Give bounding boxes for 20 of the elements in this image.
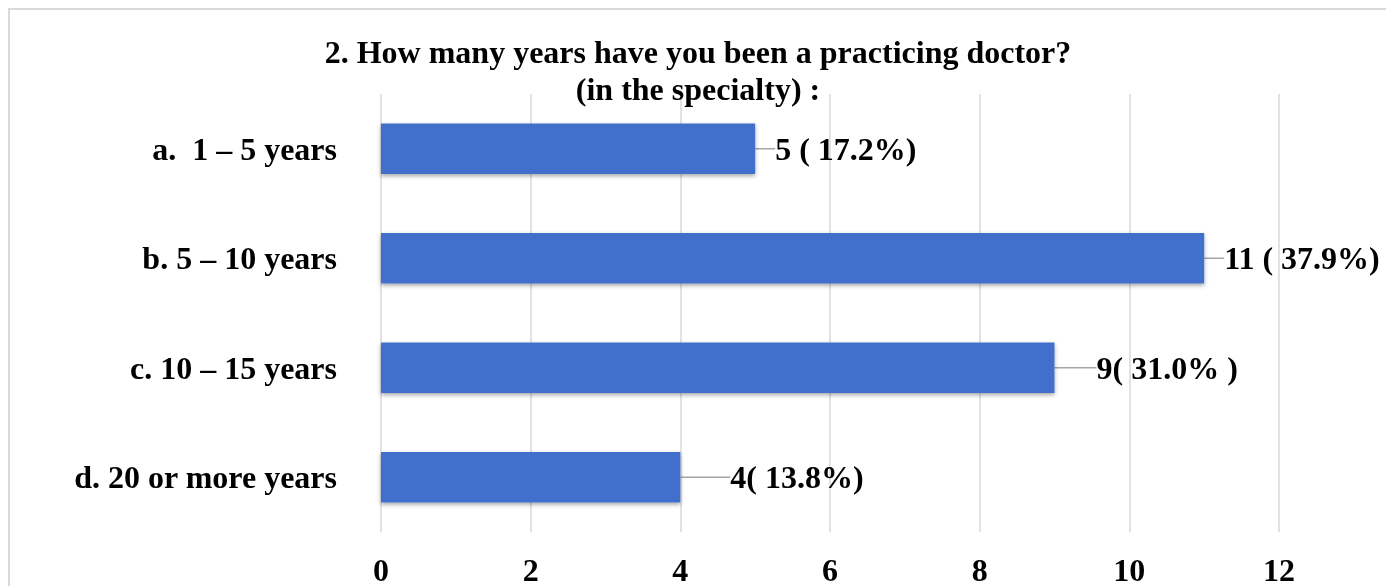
x-tick-label: 6 (822, 552, 838, 586)
x-tick-label: 0 (373, 552, 389, 586)
x-tick-label: 2 (522, 552, 539, 586)
bar (381, 452, 681, 503)
data-label: 11 ( 37.9%) (1224, 240, 1380, 277)
y-tick-label: c. 10 – 15 years (129, 349, 337, 386)
bar (381, 123, 756, 174)
bar (381, 342, 1055, 393)
x-tick-label: 4 (672, 552, 689, 586)
y-tick-label: a. 1 – 5 years (152, 130, 337, 167)
y-tick-label: d. 20 or more years (74, 459, 337, 496)
chart-title: 2. How many years have you been a practicing doctor? (in the specialty) : (324, 33, 1072, 107)
x-tick-label: 10 (1113, 552, 1146, 586)
data-label: 9( 31.0% ) (1096, 349, 1238, 386)
y-tick-label: b. 5 – 10 years (142, 240, 337, 277)
x-tick-label: 8 (971, 552, 988, 586)
data-label: 5 ( 17.2%) (775, 130, 917, 167)
bar (381, 233, 1205, 284)
x-tick-label: 12 (1263, 552, 1295, 586)
data-label: 4( 13.8%) (730, 459, 864, 496)
